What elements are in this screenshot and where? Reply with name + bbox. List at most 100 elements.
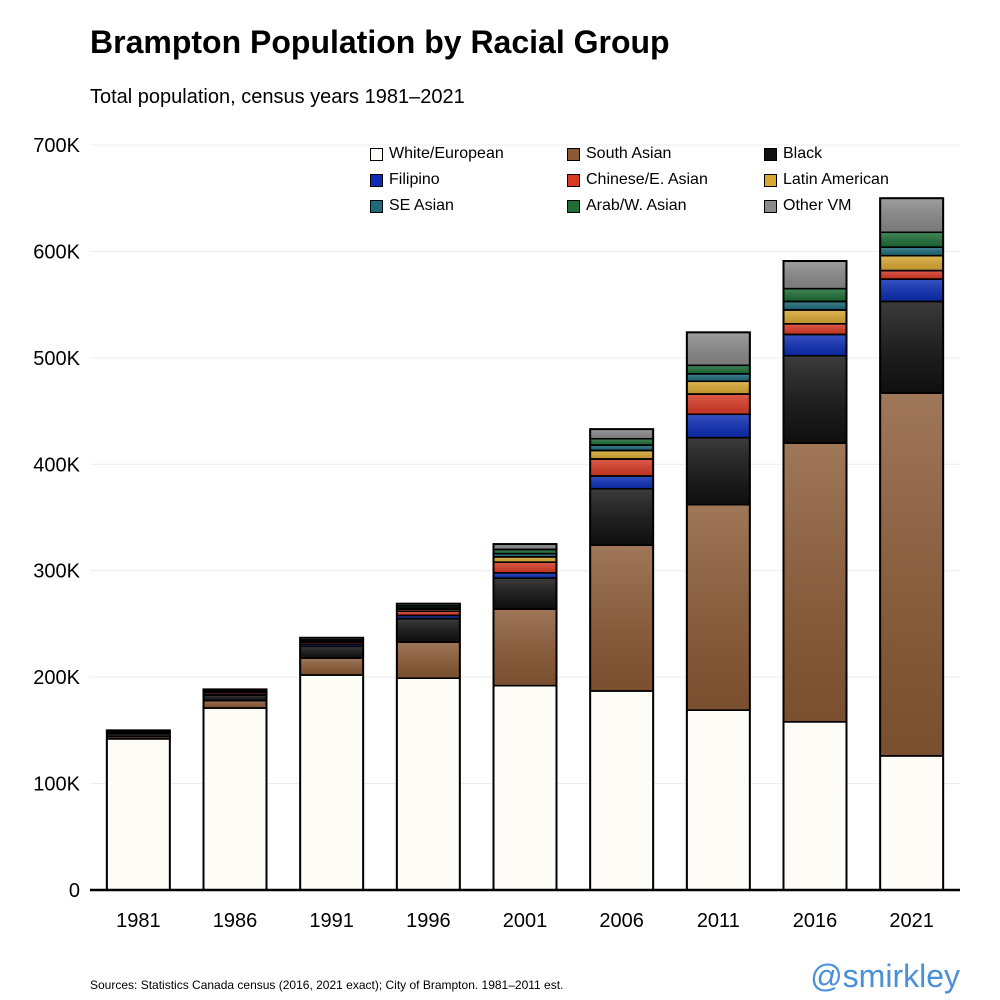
bar-segment-shade — [686, 380, 751, 395]
bar-segment-shade — [589, 449, 654, 460]
y-axis-ticks: 0 100K 200K 300K 400K 500K 600K 700K — [33, 135, 80, 902]
y-tick-label: 100K — [33, 774, 80, 796]
bar-segment-shade — [879, 231, 944, 248]
bar-segment-shade — [589, 475, 654, 490]
legend-swatch — [764, 199, 777, 213]
bar-stack-2016 — [782, 260, 848, 891]
bar-segment — [589, 690, 654, 891]
bar-stack-1981 — [105, 729, 171, 891]
legend-item: Latin American — [764, 171, 889, 189]
legend-label: Latin American — [783, 171, 889, 188]
bar-segment — [299, 674, 364, 891]
bar-segment-shade — [589, 428, 654, 440]
chart-subtitle: Total population, census years 1981–2021 — [90, 86, 465, 108]
bar-segment-shade — [686, 373, 751, 383]
legend-label: Filipino — [389, 171, 440, 188]
bar-segment-shade — [396, 641, 461, 679]
chart-title: Brampton Population by Racial Group — [90, 24, 670, 60]
bar-segment-shade — [492, 561, 558, 574]
legend-label: White/European — [389, 145, 504, 162]
x-tick-label: 2011 — [697, 910, 740, 932]
legend-label: Other VM — [783, 197, 852, 214]
legend-swatch — [567, 199, 580, 213]
legend-label: SE Asian — [389, 197, 454, 214]
bar-segment-shade — [782, 300, 848, 311]
bar-segment-shade — [299, 645, 364, 659]
legend-label: Chinese/E. Asian — [586, 171, 708, 188]
x-tick-label: 1986 — [213, 910, 258, 932]
bar-segment-shade — [396, 617, 461, 643]
legend-swatch — [370, 147, 383, 161]
author-handle: @smirkley — [810, 958, 960, 994]
x-tick-label: 1981 — [116, 910, 161, 932]
legend-item: Black — [764, 145, 822, 163]
bar-segment-shade — [589, 444, 654, 452]
bar-stack-2021 — [879, 197, 945, 891]
bar-segment-shade — [782, 354, 848, 444]
legend-item: Chinese/E. Asian — [567, 171, 708, 189]
bar-segment-shade — [879, 300, 944, 394]
y-tick-label: 200K — [33, 667, 80, 689]
y-tick-label: 400K — [33, 454, 80, 476]
x-tick-label: 1991 — [309, 910, 354, 932]
bar-segment-shade — [492, 608, 558, 687]
bar-segment-shade — [589, 458, 654, 477]
y-tick-label: 700K — [33, 135, 80, 157]
y-tick-label: 300K — [33, 561, 80, 583]
bar-segment-shade — [879, 392, 944, 757]
bar-stack-1996 — [395, 602, 461, 891]
x-tick-label: 2001 — [503, 910, 548, 932]
legend-item: Filipino — [370, 171, 440, 189]
bar-segment — [492, 684, 558, 891]
bar-stack-1986 — [202, 688, 268, 891]
legend-label: South Asian — [586, 145, 672, 162]
bar-segment-shade — [686, 331, 751, 367]
source-note: Sources: Statistics Canada census (2016,… — [90, 978, 564, 992]
bar-segment-shade — [686, 436, 751, 506]
bar-segment-shade — [879, 269, 944, 280]
bar-stack-2006 — [589, 428, 655, 891]
bar-segment-shade — [202, 694, 268, 702]
y-tick-label: 500K — [33, 348, 80, 370]
bar-segment-shade — [782, 333, 848, 357]
legend-swatch — [567, 173, 580, 187]
bar-segment-shade — [782, 323, 848, 336]
bar-segment-shade — [686, 503, 751, 711]
x-tick-label: 1996 — [406, 910, 451, 932]
bar-segment — [106, 738, 171, 891]
legend-label: Black — [783, 145, 823, 162]
bar-segment — [782, 721, 848, 891]
bar-segment-shade — [589, 437, 654, 446]
bar-segment-shade — [782, 309, 848, 325]
bar-segment-shade — [879, 278, 944, 303]
bar-segment-shade — [686, 413, 751, 439]
bar-stack-1991 — [299, 636, 365, 891]
bar-segment — [686, 709, 751, 891]
x-tick-label: 2021 — [889, 910, 934, 932]
legend-item: South Asian — [567, 145, 671, 163]
bar-segment-shade — [782, 287, 848, 303]
bar-segment-shade — [782, 442, 848, 723]
bar-segment-shade — [492, 577, 558, 610]
bar-segment-shade — [686, 364, 751, 375]
bar-segment-shade — [879, 246, 944, 257]
bar-segment-shade — [589, 488, 654, 546]
legend-swatch — [370, 199, 383, 213]
legend-swatch — [764, 147, 777, 161]
bar-segment-shade — [492, 556, 558, 563]
y-tick-label: 0 — [69, 880, 80, 902]
bar-stack-2011 — [685, 331, 751, 892]
legend-item: Other VM — [764, 197, 851, 215]
x-axis-ticks: 1981 1986 1991 1996 2001 2006 2011 2016 2021 — [116, 910, 934, 932]
bar-segment-shade — [299, 657, 364, 676]
legend-swatch — [567, 147, 580, 161]
legend-label: Arab/W. Asian — [586, 197, 687, 214]
bar-segment-shade — [589, 544, 654, 692]
bar-segment-shade — [782, 260, 848, 290]
bar-segment-shade — [686, 393, 751, 416]
y-tick-label: 600K — [33, 241, 80, 263]
legend-item: White/European — [370, 145, 504, 163]
bar-segment — [396, 677, 461, 891]
bars — [105, 197, 945, 892]
